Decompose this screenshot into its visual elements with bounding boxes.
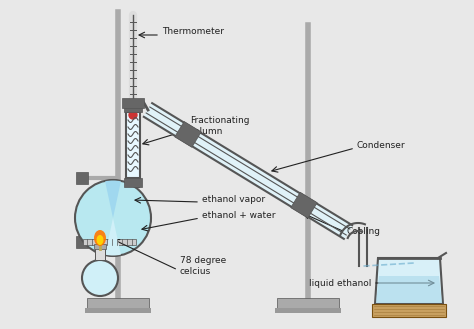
Text: Fractionating
column: Fractionating column — [190, 116, 249, 136]
Polygon shape — [175, 121, 201, 147]
FancyBboxPatch shape — [372, 304, 446, 317]
FancyBboxPatch shape — [83, 239, 136, 245]
FancyBboxPatch shape — [76, 172, 88, 184]
Text: Condenser: Condenser — [357, 140, 406, 149]
FancyBboxPatch shape — [95, 246, 105, 260]
Text: Cooling: Cooling — [347, 227, 381, 237]
Wedge shape — [105, 181, 121, 218]
Wedge shape — [105, 218, 121, 256]
FancyBboxPatch shape — [94, 244, 106, 249]
Text: liquid ethanol: liquid ethanol — [309, 279, 371, 288]
Text: Thermometer: Thermometer — [162, 28, 224, 37]
FancyBboxPatch shape — [87, 298, 149, 308]
Polygon shape — [291, 192, 317, 218]
FancyBboxPatch shape — [277, 298, 339, 308]
FancyBboxPatch shape — [76, 236, 88, 248]
Ellipse shape — [94, 230, 106, 246]
Polygon shape — [144, 103, 352, 239]
Polygon shape — [376, 276, 442, 303]
Circle shape — [82, 260, 118, 296]
Circle shape — [129, 111, 137, 119]
Ellipse shape — [97, 235, 103, 245]
FancyBboxPatch shape — [127, 180, 139, 187]
FancyBboxPatch shape — [122, 98, 144, 108]
Polygon shape — [375, 258, 443, 304]
FancyBboxPatch shape — [275, 308, 341, 313]
FancyBboxPatch shape — [126, 112, 140, 178]
FancyBboxPatch shape — [124, 103, 142, 112]
Text: 78 degree
celcius: 78 degree celcius — [180, 256, 226, 276]
FancyBboxPatch shape — [85, 308, 151, 313]
Circle shape — [75, 180, 151, 256]
Text: ethanol vapor: ethanol vapor — [202, 194, 265, 204]
FancyBboxPatch shape — [124, 178, 142, 187]
Text: ethanol + water: ethanol + water — [202, 211, 275, 219]
